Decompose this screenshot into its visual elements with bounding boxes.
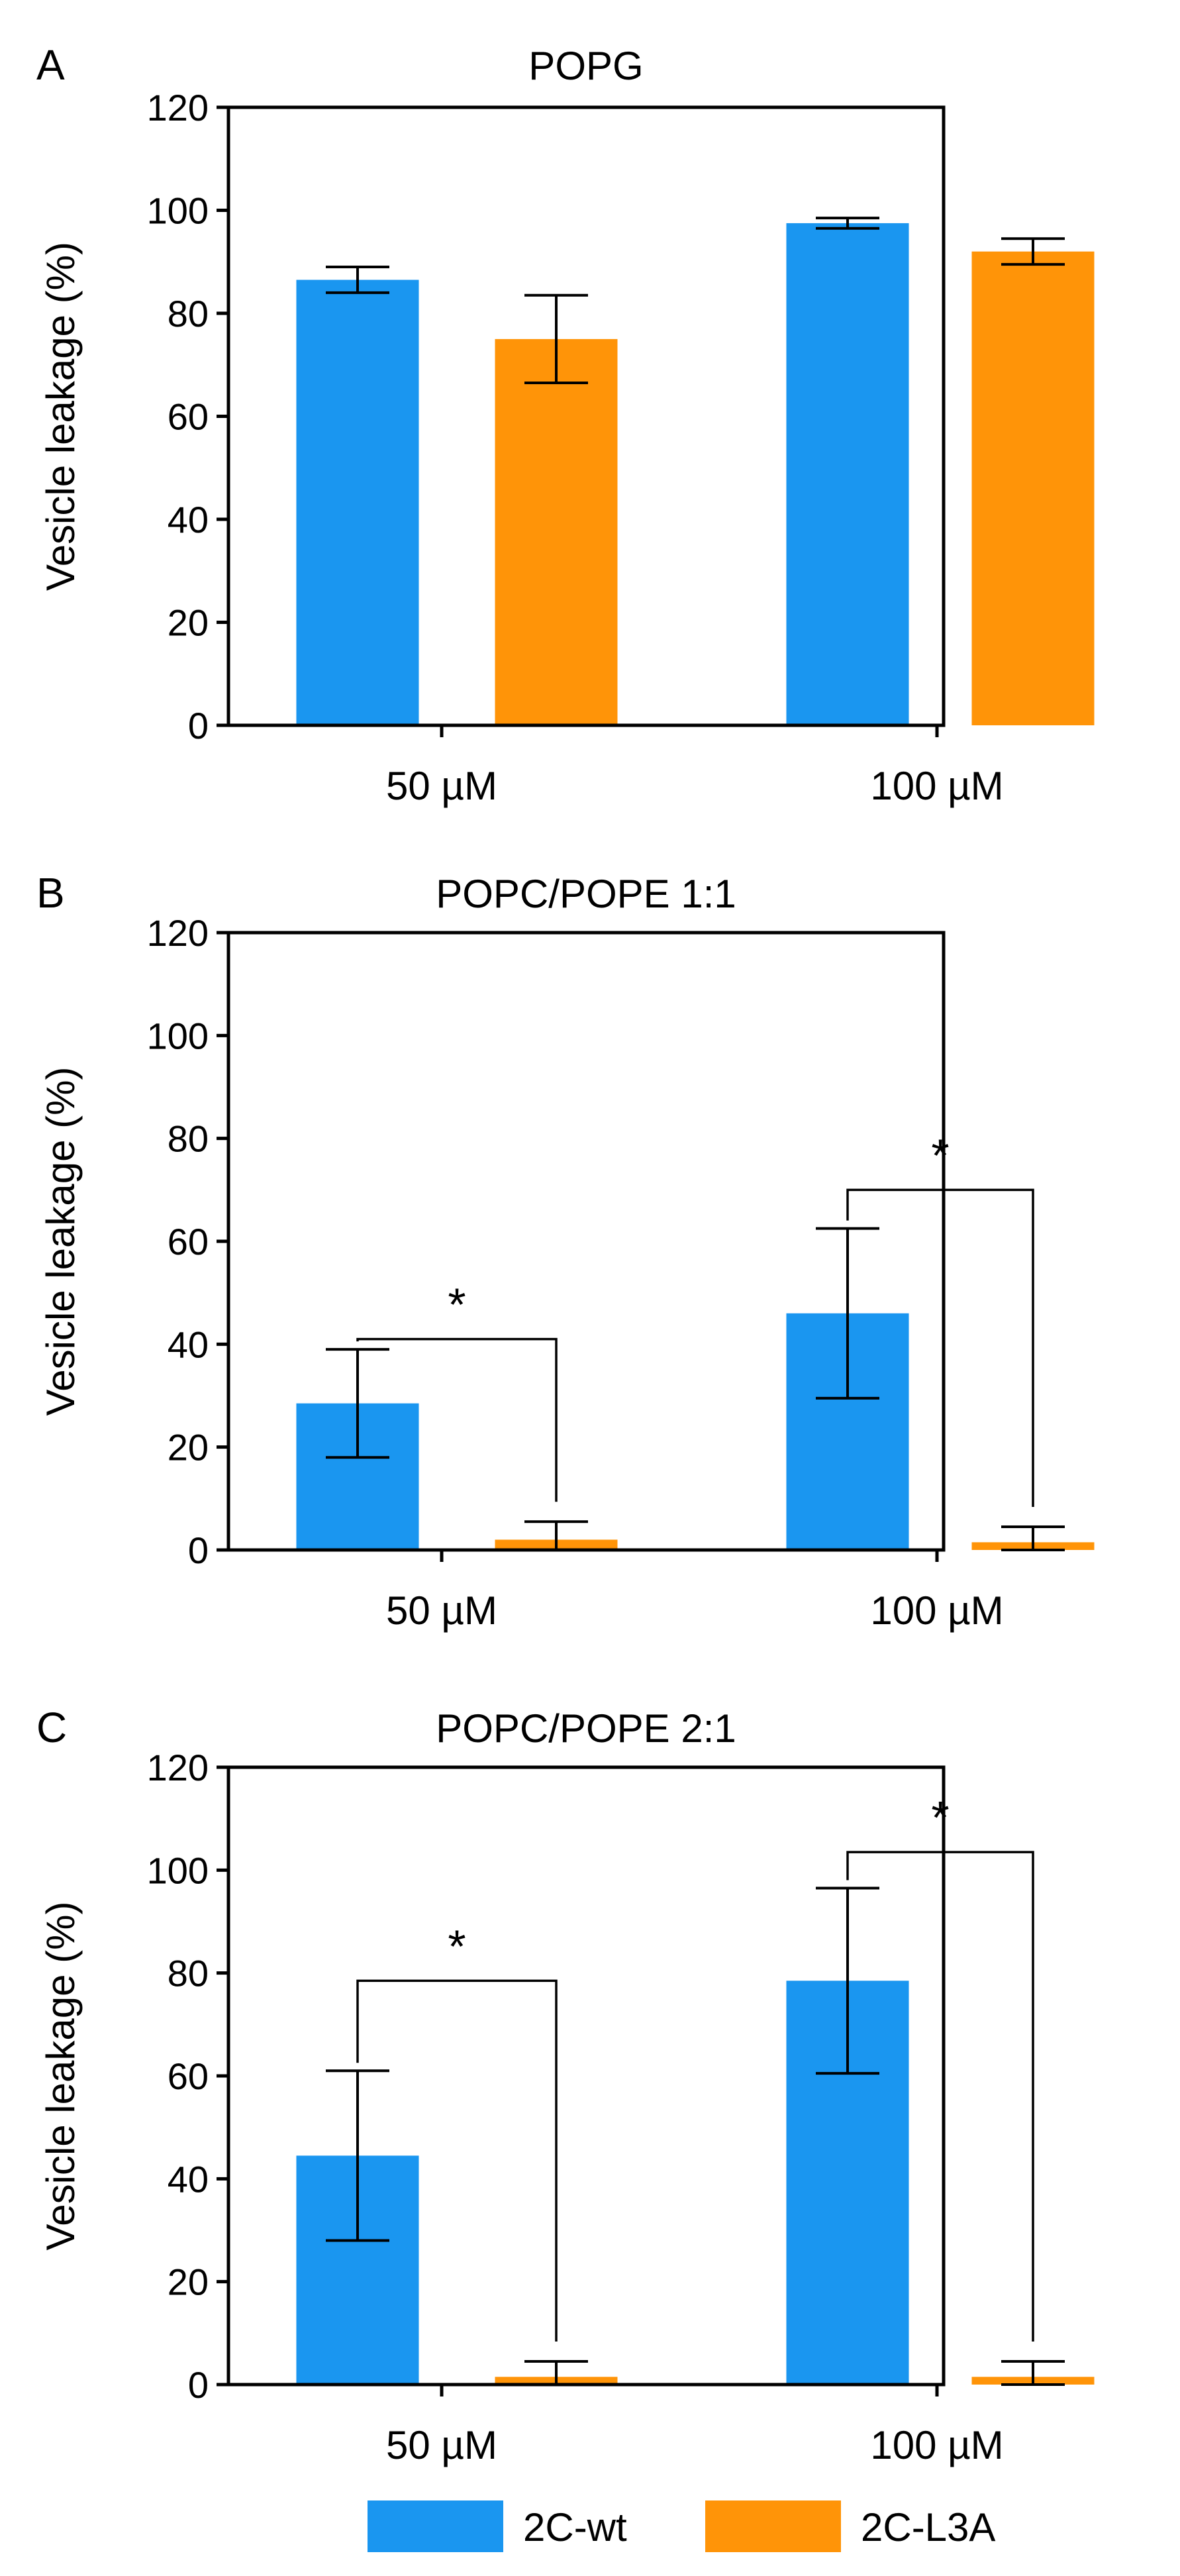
panel-b: B POPC/POPE 1:1 Vesicle leakage (%) * * 0 2… — [36, 869, 1095, 1633]
y-tick-label: 20 — [168, 602, 209, 644]
y-tick-label: 120 — [147, 1747, 209, 1788]
panel-c: C POPC/POPE 2:1 Vesicle leakage (%) * * 0 2… — [36, 1704, 1095, 2467]
y-axis-label: Vesicle leakage (%) — [38, 242, 83, 591]
significance-star-0: * — [448, 1920, 466, 1972]
y-tick-label: 0 — [188, 2364, 209, 2406]
x-tick-label: 100 µM — [870, 2423, 1003, 2467]
y-tick-label: 60 — [168, 1221, 209, 1262]
x-tick-label: 100 µM — [870, 1588, 1003, 1633]
y-tick-label: 120 — [147, 912, 209, 954]
y-tick-label: 40 — [168, 499, 209, 541]
chart-marks: * * 0 20 40 60 80 100 120 50 µM 100 µM — [147, 912, 1095, 1633]
bar-2c-l3a-0 — [495, 338, 618, 725]
bar-2c-wt-0 — [296, 280, 419, 725]
chart-title: POPG — [528, 44, 643, 88]
significance-star-1: * — [931, 1792, 949, 1843]
significance-bracket-1 — [846, 1188, 1034, 1508]
y-tick-label: 80 — [168, 293, 209, 335]
y-tick-label: 100 — [147, 190, 209, 232]
panel-letter: B — [36, 869, 65, 917]
significance-star-0: * — [448, 1279, 466, 1331]
significance-bracket-0 — [356, 1337, 558, 1502]
y-tick-label: 120 — [147, 87, 209, 129]
x-tick-label: 50 µM — [386, 2423, 497, 2467]
y-tick-label: 100 — [147, 1015, 209, 1056]
y-tick-label: 20 — [168, 1427, 209, 1468]
bar-2c-wt-1 — [786, 223, 909, 725]
legend-label-2c-wt: 2C-wt — [523, 2505, 627, 2550]
y-tick-label: 0 — [188, 705, 209, 747]
chart-title: POPC/POPE 1:1 — [436, 872, 736, 916]
legend-label-2c-l3a: 2C-L3A — [861, 2505, 995, 2550]
chart-title: POPC/POPE 2:1 — [436, 1706, 736, 1751]
y-tick-label: 60 — [168, 396, 209, 438]
y-tick-label: 80 — [168, 1118, 209, 1160]
y-axis-label: Vesicle leakage (%) — [38, 1067, 83, 1416]
y-tick-label: 40 — [168, 1323, 209, 1365]
panel-letter: C — [36, 1704, 67, 1751]
significance-bracket-1 — [846, 1851, 1034, 2342]
y-tick-label: 40 — [168, 2158, 209, 2200]
panel-letter: A — [36, 41, 65, 89]
chart-marks: 0 20 40 60 80 100 120 50 µM 100 µM — [147, 87, 1095, 808]
significance-star-1: * — [931, 1129, 949, 1181]
chart-marks: * * 0 20 40 60 80 100 120 50 µM 100 µM — [147, 1747, 1095, 2467]
y-tick-label: 80 — [168, 1953, 209, 1994]
y-tick-label: 100 — [147, 1849, 209, 1891]
y-tick-label: 20 — [168, 2261, 209, 2303]
legend-swatch-2c-l3a — [705, 2500, 841, 2552]
x-tick-label: 100 µM — [870, 764, 1003, 808]
x-tick-label: 50 µM — [386, 764, 497, 808]
legend: 2C-wt 2C-L3A — [368, 2500, 995, 2552]
y-tick-label: 60 — [168, 2055, 209, 2097]
bar-2c-l3a-1 — [971, 251, 1095, 725]
significance-bracket-0 — [356, 1979, 558, 2342]
x-tick-label: 50 µM — [386, 1588, 497, 1633]
panel-a: A POPG Vesicle leakage (%) 0 20 40 60 80 100 1… — [36, 41, 1095, 808]
legend-swatch-2c-wt — [368, 2500, 503, 2552]
y-tick-label: 0 — [188, 1529, 209, 1571]
y-axis-label: Vesicle leakage (%) — [38, 1902, 83, 2251]
